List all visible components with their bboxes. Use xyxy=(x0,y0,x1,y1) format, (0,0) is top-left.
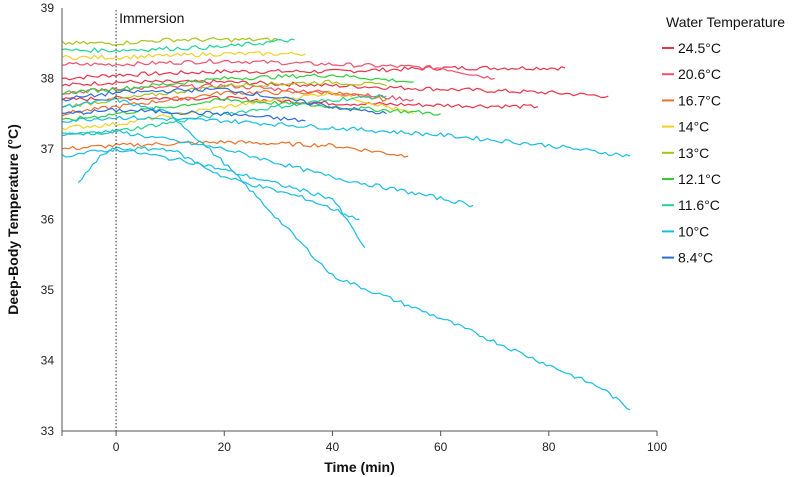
plot-lines xyxy=(61,37,631,411)
series-line-10°C xyxy=(77,146,360,221)
series-line-8.4°C xyxy=(61,107,306,123)
series-line-20.6°C xyxy=(61,83,414,102)
x-tick-label: 60 xyxy=(434,440,448,454)
legend-label: 10°C xyxy=(678,223,709,239)
legend-label: 8.4°C xyxy=(678,250,713,266)
series-line-14°C xyxy=(61,90,414,131)
series-line-10°C xyxy=(61,128,474,208)
x-tick-label: 100 xyxy=(647,440,667,454)
immersion-label: Immersion xyxy=(119,10,184,26)
x-tick-label: 80 xyxy=(542,440,556,454)
series-line-10°C xyxy=(61,97,631,411)
x-tick-label: 20 xyxy=(218,440,232,454)
y-tick-label: 36 xyxy=(41,213,55,227)
y-tick-label: 38 xyxy=(41,72,55,86)
series-line-12.1°C xyxy=(61,98,441,122)
legend-label: 24.5°C xyxy=(678,40,721,56)
x-tick-label: 40 xyxy=(326,440,340,454)
series-line-10°C xyxy=(61,115,631,158)
y-tick-label: 35 xyxy=(41,283,55,297)
legend-label: 20.6°C xyxy=(678,66,721,82)
y-axis-ticks: 33 34 35 36 37 38 39 xyxy=(41,1,55,438)
y-tick-label: 37 xyxy=(41,142,55,156)
series-line-24.5°C xyxy=(61,65,566,81)
x-tick-label: 0 xyxy=(113,440,120,454)
series-line-8.4°C xyxy=(61,87,387,115)
series-line-16.7°C xyxy=(61,139,409,158)
y-axis-title: Deep-Body Temperature (°C) xyxy=(5,124,21,314)
series-line-14°C xyxy=(61,51,306,61)
series-line-20.6°C xyxy=(61,58,495,80)
series-line-12.1°C xyxy=(61,73,414,96)
legend-label: 13°C xyxy=(678,145,709,161)
legend-label: 14°C xyxy=(678,119,709,135)
series-line-24.5°C xyxy=(61,79,609,99)
series-line-10°C xyxy=(61,147,366,249)
series-line-11.6°C xyxy=(61,38,295,54)
x-axis-title: Time (min) xyxy=(324,459,395,475)
legend-label: 11.6°C xyxy=(678,197,720,213)
legend-title: Water Temperature xyxy=(666,14,785,30)
y-tick-label: 39 xyxy=(41,1,55,15)
legend-label: 16.7°C xyxy=(678,92,721,108)
legend-label: 12.1°C xyxy=(678,171,721,187)
x-axis-ticks: 0 20 40 60 80 100 xyxy=(61,431,667,454)
y-tick-label: 34 xyxy=(41,354,55,368)
series-line-13°C xyxy=(61,37,279,46)
legend: Water Temperature 24.5°C 20.6°C 16.7°C 14°C… xyxy=(662,14,785,266)
y-tick-label: 33 xyxy=(41,424,55,438)
